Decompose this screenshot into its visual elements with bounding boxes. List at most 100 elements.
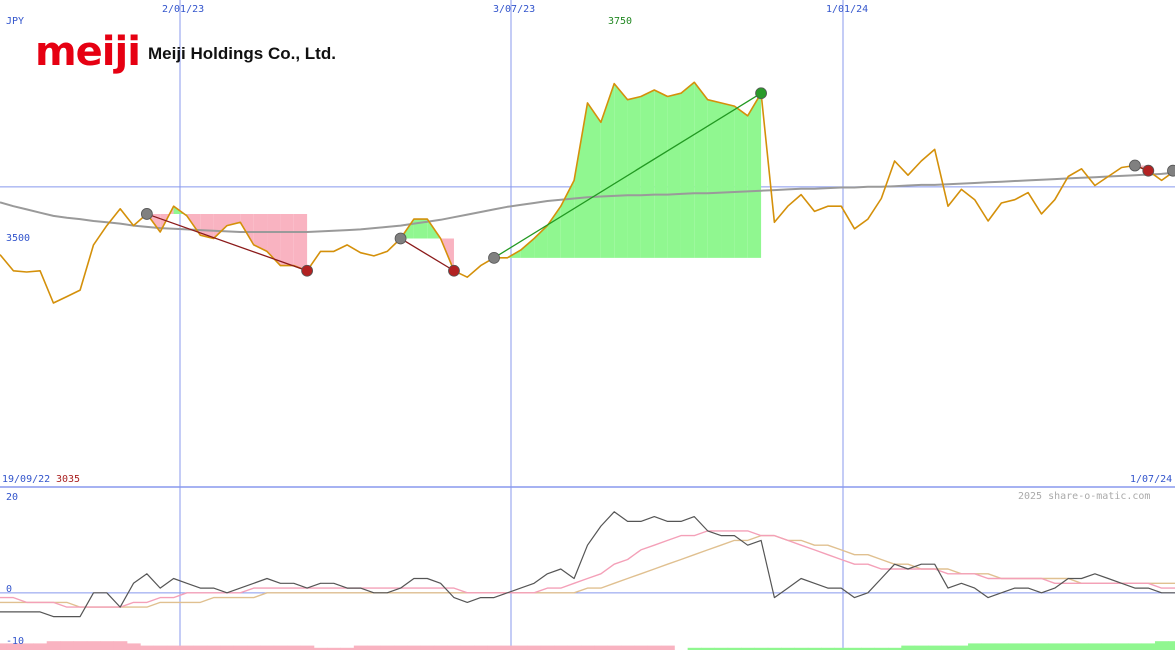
- histogram-bar: [714, 647, 729, 650]
- trade-fill-segment: [680, 82, 695, 258]
- histogram-bar: [367, 645, 382, 650]
- trade-connector: [146, 213, 308, 272]
- histogram-bar: [847, 647, 862, 650]
- histogram-bar: [1154, 641, 1169, 650]
- histogram-bar: [460, 645, 475, 650]
- histogram-bar: [901, 645, 916, 650]
- trade-fill-segment: [747, 93, 762, 258]
- x-tick-label: 3/07/23: [493, 4, 535, 15]
- histogram-bar: [620, 645, 635, 650]
- histogram-bar: [834, 647, 849, 650]
- trade-entry-marker: [140, 208, 153, 220]
- trade-connector: [493, 92, 762, 259]
- histogram-bar: [193, 645, 208, 650]
- histogram-bar: [260, 645, 275, 650]
- histogram-bar: [567, 645, 582, 650]
- trade-fill-segment: [534, 225, 548, 258]
- histogram-bar: [607, 645, 622, 650]
- histogram-bar: [1048, 643, 1063, 650]
- trade-fill-segment: [707, 99, 722, 258]
- histogram-bar: [380, 645, 395, 650]
- trade-fill-segment: [280, 213, 294, 266]
- histogram-bar: [393, 645, 408, 650]
- histogram-bar: [727, 647, 742, 650]
- histogram-bar: [420, 645, 435, 650]
- histogram-bar: [1008, 643, 1022, 650]
- trade-entry-marker: [394, 232, 407, 245]
- histogram-bar: [874, 647, 889, 650]
- meiji-logo-mark: meiji: [35, 29, 141, 75]
- histogram-bar: [647, 645, 662, 650]
- histogram-bar: [914, 645, 929, 650]
- histogram-bar: [1034, 643, 1049, 650]
- histogram-bar: [821, 647, 836, 650]
- trade-fill-segment: [574, 102, 588, 258]
- trade-exit-marker: [448, 264, 460, 277]
- histogram-bar: [981, 643, 996, 650]
- histogram-bar: [500, 645, 515, 650]
- currency-label: JPY: [6, 16, 24, 27]
- trade-fill-segment: [267, 213, 281, 266]
- trade-fill-segment: [734, 106, 748, 258]
- price-line: [0, 81, 1175, 304]
- trade-fill-segment: [200, 213, 214, 239]
- histogram-bar: [861, 647, 876, 650]
- price-min-label: 3035: [56, 474, 80, 485]
- histogram-bar: [754, 647, 769, 650]
- company-name: Meiji Holdings Co., Ltd.: [148, 44, 336, 63]
- histogram-bar: [634, 645, 649, 650]
- histogram-bar: [1141, 643, 1156, 650]
- trade-fill-segment: [667, 93, 681, 258]
- histogram-bar: [140, 645, 155, 650]
- histogram-bar: [954, 645, 969, 650]
- histogram-bar: [247, 645, 261, 650]
- histogram-bar: [273, 645, 288, 650]
- histogram-bar: [580, 645, 595, 650]
- histogram-bar: [927, 645, 942, 650]
- trade-fill-segment: [654, 90, 668, 258]
- trade-fill-segment: [547, 206, 561, 258]
- series-lines: [0, 81, 1175, 618]
- histogram-bar: [887, 647, 902, 650]
- trade-fill-segment: [694, 82, 708, 258]
- histogram-bar: [447, 645, 462, 650]
- x-end-label: 1/07/24: [1130, 474, 1172, 485]
- histogram-bar: [287, 645, 301, 650]
- trade-entry-marker: [1129, 159, 1141, 172]
- histogram-bar: [180, 645, 195, 650]
- trade-exit-marker: [301, 264, 314, 277]
- histogram-bar: [206, 645, 221, 650]
- histogram-bar: [1168, 641, 1175, 650]
- price-ref-label: 3500: [6, 233, 30, 244]
- trade-entry-marker: [488, 251, 500, 264]
- trade-fills: [0, 82, 1175, 650]
- histogram-bar: [660, 645, 675, 650]
- watermark: 2025 share-o-matic.com: [1018, 491, 1150, 502]
- histogram-bar: [353, 645, 368, 650]
- histogram-bar: [6, 643, 21, 650]
- histogram-bar: [220, 645, 235, 650]
- histogram-bar: [474, 645, 488, 650]
- histogram-bar: [100, 641, 114, 650]
- histogram-bar: [807, 647, 822, 650]
- histogram-bar: [0, 643, 8, 650]
- osc-tick-label: 0: [6, 584, 12, 595]
- trade-fill-segment: [213, 213, 227, 239]
- histogram-bar: [968, 643, 982, 650]
- histogram-bar: [994, 643, 1009, 650]
- trade-connector: [400, 237, 455, 272]
- x-start-label: 19/09/22: [2, 474, 50, 485]
- histogram-bar: [166, 645, 181, 650]
- histogram-bar: [73, 641, 88, 650]
- histogram-bar: [33, 643, 48, 650]
- trade-fill-segment: [240, 213, 254, 245]
- trade-exit-marker: [755, 87, 767, 100]
- trade-fill-segment: [293, 213, 308, 271]
- histogram-bar: [554, 645, 568, 650]
- histogram-bar: [1114, 643, 1129, 650]
- x-tick-label: 2/01/23: [162, 4, 204, 15]
- histogram-bar: [741, 647, 755, 650]
- trade-fill-segment: [640, 90, 655, 258]
- osc-tick-label: 20: [6, 492, 18, 503]
